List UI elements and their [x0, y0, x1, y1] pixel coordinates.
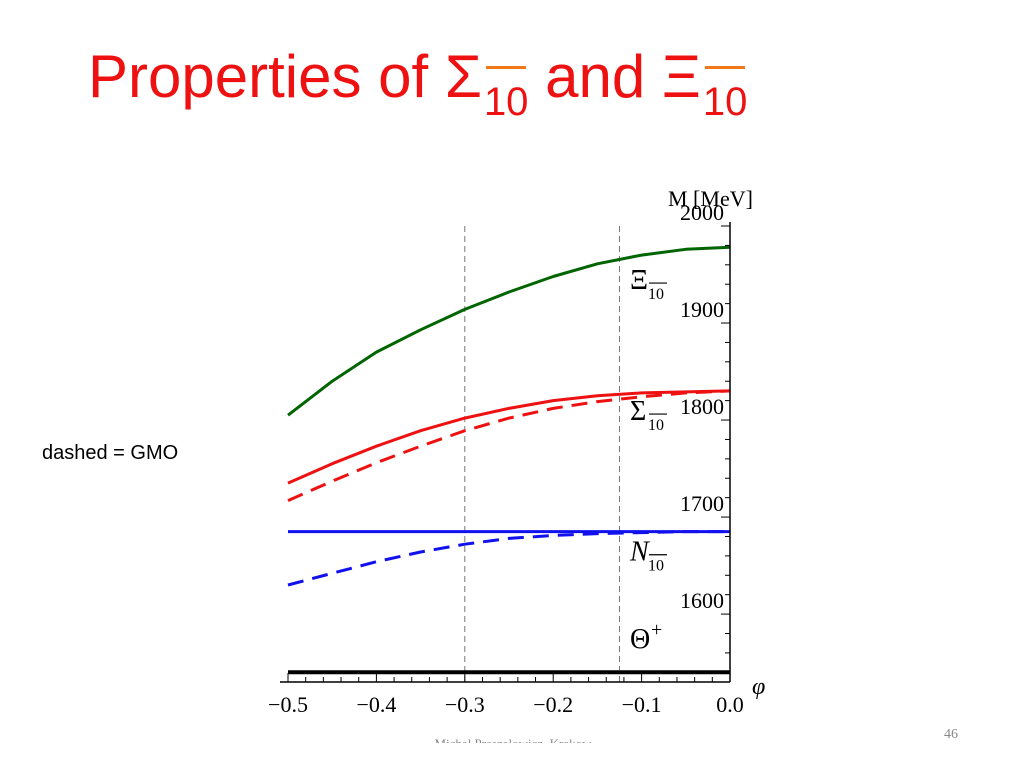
x-axis-title: φ [752, 674, 765, 700]
x-tick-label: −0.5 [268, 692, 308, 717]
x-tick-label: −0.1 [622, 692, 662, 717]
curve-label-1: Σ 10 [630, 396, 667, 434]
x-tick-label: 0.0 [716, 692, 744, 717]
curve-label-0: Ξ 10 [630, 265, 667, 303]
page-number: 46 [944, 727, 958, 742]
y-tick-label: 1700 [680, 491, 724, 516]
x-tick-label: −0.2 [533, 692, 573, 717]
slide-title: Properties of Σ 10 and Ξ 10 [88, 43, 748, 125]
xi-subscript: 10 [703, 66, 747, 124]
curve-label-2: N 10 [629, 537, 667, 575]
overline-mark [485, 66, 527, 69]
title-middle: and [528, 43, 662, 110]
y-tick-label: 1900 [680, 297, 724, 322]
curve-label-subscript: 10 [648, 286, 664, 303]
title-prefix: Properties of [88, 43, 445, 110]
curve-label-subscript: 10 [648, 417, 664, 434]
y-tick-label: 2000 [680, 200, 724, 225]
curve-label-symbol: Ξ [630, 265, 648, 296]
curve-labels-layer: Ξ 10Σ 10N 10Θ + [629, 265, 667, 655]
overline-mark [704, 66, 746, 69]
side-note: dashed = GMO [42, 442, 179, 464]
curve-label-symbol: Θ [630, 624, 650, 655]
y-tick-label: 1800 [680, 394, 724, 419]
sigma-symbol: Σ 10 [444, 43, 529, 125]
y-tick-label: 1600 [680, 588, 724, 613]
series-line-1-solid [287, 389, 731, 485]
footer-author: Michal Praszalowicz, Krakow [408, 733, 618, 743]
curve-label-superscript: + [651, 619, 662, 641]
series-line-4-dashed [287, 530, 730, 587]
curve-label-subscript: 10 [648, 558, 664, 575]
y-axis-title: M [MeV] [668, 186, 753, 211]
series-line-0-solid [287, 245, 731, 417]
reference-lines-layer [464, 226, 620, 682]
axes-layer: −0.5 −0.4 −0.3 −0.2 −0.1 0.0 1600 1700 1800 1900 2… [268, 186, 765, 717]
x-tick-label: −0.3 [445, 692, 485, 717]
curve-label-symbol: Σ [630, 396, 646, 427]
curve-label-symbol: N [629, 537, 650, 568]
curve-label-3: Θ + [630, 619, 662, 655]
sigma-subscript: 10 [484, 66, 528, 124]
series-line-2-dashed [287, 389, 731, 502]
series-layer [287, 245, 731, 675]
xi-symbol: Ξ 10 [661, 43, 748, 125]
x-tick-label: −0.4 [356, 692, 396, 717]
